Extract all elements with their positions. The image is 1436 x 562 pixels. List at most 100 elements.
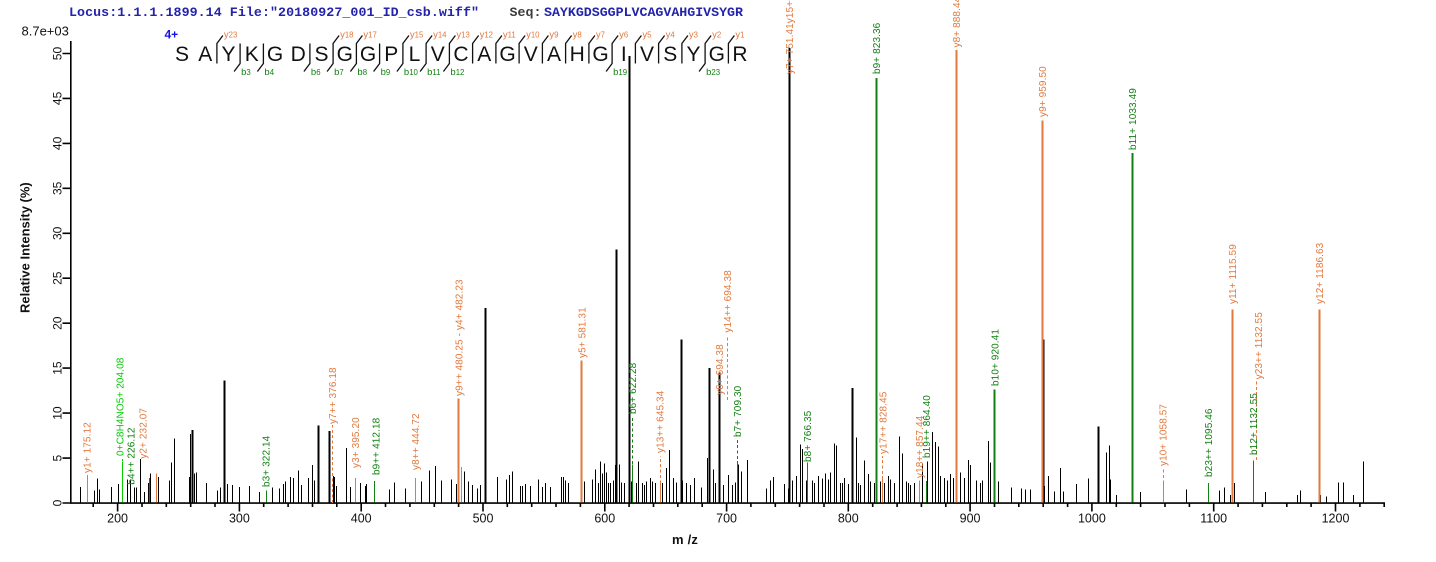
svg-text:200: 200 bbox=[107, 512, 128, 526]
svg-text:K: K bbox=[245, 43, 259, 66]
svg-text:A: A bbox=[477, 43, 491, 66]
svg-text:y3: y3 bbox=[689, 30, 698, 41]
svg-text:y14++ 694.38: y14++ 694.38 bbox=[723, 270, 734, 333]
svg-text:V: V bbox=[431, 43, 445, 66]
svg-text:S: S bbox=[663, 43, 677, 66]
svg-text:G: G bbox=[499, 43, 515, 66]
svg-text:800: 800 bbox=[838, 512, 859, 526]
svg-text:20: 20 bbox=[51, 316, 65, 330]
svg-text:y2+ 232.07: y2+ 232.07 bbox=[139, 408, 150, 459]
svg-text:y7++ 376.18: y7++ 376.18 bbox=[328, 367, 339, 424]
svg-text:b19++ 864.40: b19++ 864.40 bbox=[922, 395, 933, 458]
svg-text:y17: y17 bbox=[363, 30, 376, 41]
svg-text:y2: y2 bbox=[712, 30, 721, 41]
svg-text:G: G bbox=[267, 43, 283, 66]
svg-text:b11: b11 bbox=[427, 67, 440, 78]
svg-text:Relative Intensity (%): Relative Intensity (%) bbox=[18, 182, 33, 313]
svg-text:y6+ 694.38: y6+ 694.38 bbox=[715, 344, 726, 395]
svg-text:S: S bbox=[314, 43, 328, 66]
svg-text:y6: y6 bbox=[619, 30, 628, 41]
svg-text:8.7e+03: 8.7e+03 bbox=[22, 24, 69, 39]
svg-text:S: S bbox=[175, 43, 189, 66]
svg-text:b7+ 709.30: b7+ 709.30 bbox=[733, 385, 744, 437]
svg-text:y9++ 480.25 - y4+ 482.23: y9++ 480.25 - y4+ 482.23 bbox=[455, 279, 466, 396]
svg-text:y13: y13 bbox=[456, 30, 469, 41]
svg-text:b11+ 1033.49: b11+ 1033.49 bbox=[1128, 88, 1139, 150]
svg-text:Locus:1.1.1.1899.14 File:"2018: Locus:1.1.1.1899.14 File:"20180927_001_I… bbox=[69, 5, 479, 20]
svg-text:y5: y5 bbox=[642, 30, 652, 41]
svg-text:A: A bbox=[547, 43, 561, 66]
svg-text:1000: 1000 bbox=[1078, 512, 1106, 526]
svg-text:P: P bbox=[384, 43, 398, 66]
svg-text:y18: y18 bbox=[340, 30, 353, 41]
svg-text:y8+ 888.44: y8+ 888.44 bbox=[952, 0, 963, 48]
svg-text:SAYKGDSGGPLVCAGVAHGIVSYGR: SAYKGDSGGPLVCAGVAHGIVSYGR bbox=[544, 5, 743, 20]
svg-text:G: G bbox=[709, 43, 725, 66]
svg-text:500: 500 bbox=[473, 512, 494, 526]
svg-text:5: 5 bbox=[51, 454, 65, 461]
svg-text:700: 700 bbox=[716, 512, 737, 526]
svg-text:y3+ 395.20: y3+ 395.20 bbox=[351, 417, 362, 468]
svg-text:C: C bbox=[453, 43, 468, 66]
svg-text:y12+ 1186.63: y12+ 1186.63 bbox=[1315, 242, 1326, 304]
svg-text:300: 300 bbox=[229, 512, 250, 526]
svg-text:Y: Y bbox=[221, 43, 235, 66]
svg-text:y7+ 751.41y15++ 751.41: y7+ 751.41y15++ 751.41 bbox=[785, 0, 796, 74]
svg-text:b10+ 920.41: b10+ 920.41 bbox=[991, 329, 1002, 386]
svg-text:y23++ 1132.55: y23++ 1132.55 bbox=[1254, 312, 1265, 380]
svg-text:b4: b4 bbox=[264, 67, 274, 78]
svg-text:y9: y9 bbox=[549, 30, 558, 41]
svg-text:y5+ 581.31: y5+ 581.31 bbox=[577, 307, 588, 358]
svg-text:A: A bbox=[198, 43, 212, 66]
svg-text:y14: y14 bbox=[433, 30, 447, 41]
svg-text:y11: y11 bbox=[503, 30, 516, 41]
svg-text:b10: b10 bbox=[404, 67, 419, 78]
svg-text:y10: y10 bbox=[526, 30, 540, 41]
svg-text:y13++ 645.34: y13++ 645.34 bbox=[656, 390, 667, 453]
svg-text:25: 25 bbox=[51, 271, 65, 285]
svg-text:y1: y1 bbox=[735, 30, 744, 41]
svg-text:30: 30 bbox=[51, 226, 65, 240]
svg-text:50: 50 bbox=[51, 47, 65, 61]
svg-text:Y: Y bbox=[686, 43, 700, 66]
svg-text:b3+ 322.14: b3+ 322.14 bbox=[262, 435, 273, 487]
svg-text:400: 400 bbox=[351, 512, 372, 526]
svg-text:y7: y7 bbox=[596, 30, 605, 41]
svg-text:b19: b19 bbox=[613, 67, 627, 78]
svg-text:b12: b12 bbox=[450, 67, 464, 78]
svg-text:Seq:: Seq: bbox=[510, 5, 542, 20]
svg-text:y4: y4 bbox=[666, 30, 676, 41]
svg-text:b7: b7 bbox=[334, 67, 344, 78]
svg-text:40: 40 bbox=[51, 136, 65, 150]
svg-text:10: 10 bbox=[51, 406, 65, 420]
svg-text:R: R bbox=[732, 43, 747, 66]
svg-text:0+C8H4NO5+ 204.08: 0+C8H4NO5+ 204.08 bbox=[116, 357, 127, 456]
svg-text:y8: y8 bbox=[573, 30, 582, 41]
svg-text:L: L bbox=[409, 43, 421, 66]
svg-text:y11+ 1115.59: y11+ 1115.59 bbox=[1228, 244, 1239, 304]
svg-text:b9+ 823.36: b9+ 823.36 bbox=[872, 22, 883, 74]
svg-text:b8+ 766.35: b8+ 766.35 bbox=[803, 410, 814, 462]
svg-text:m /z: m /z bbox=[672, 532, 698, 547]
svg-text:D: D bbox=[291, 43, 306, 66]
svg-text:b23: b23 bbox=[706, 67, 720, 78]
svg-text:y1+ 175.12: y1+ 175.12 bbox=[83, 422, 94, 473]
svg-text:I: I bbox=[621, 43, 627, 66]
svg-text:b6+ 622.28: b6+ 622.28 bbox=[628, 362, 639, 414]
svg-text:H: H bbox=[570, 43, 585, 66]
svg-text:b8: b8 bbox=[357, 67, 367, 78]
svg-text:V: V bbox=[524, 43, 538, 66]
svg-text:y9+ 959.50: y9+ 959.50 bbox=[1038, 66, 1049, 117]
svg-text:4+: 4+ bbox=[165, 27, 179, 41]
svg-text:900: 900 bbox=[960, 512, 981, 526]
svg-text:G: G bbox=[337, 43, 353, 66]
svg-text:35: 35 bbox=[51, 181, 65, 195]
svg-text:y10+ 1058.57: y10+ 1058.57 bbox=[1159, 404, 1170, 466]
svg-text:b3: b3 bbox=[241, 67, 251, 78]
svg-text:V: V bbox=[640, 43, 654, 66]
svg-text:b9: b9 bbox=[381, 67, 391, 78]
svg-text:b4++ 226.12: b4++ 226.12 bbox=[127, 427, 138, 485]
svg-text:y8++ 444.72: y8++ 444.72 bbox=[411, 413, 422, 470]
svg-text:15: 15 bbox=[51, 361, 65, 375]
svg-text:b12+ 1132.55: b12+ 1132.55 bbox=[1249, 393, 1260, 455]
